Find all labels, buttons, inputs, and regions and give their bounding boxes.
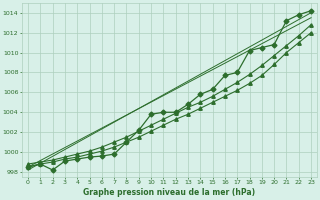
X-axis label: Graphe pression niveau de la mer (hPa): Graphe pression niveau de la mer (hPa) — [84, 188, 256, 197]
